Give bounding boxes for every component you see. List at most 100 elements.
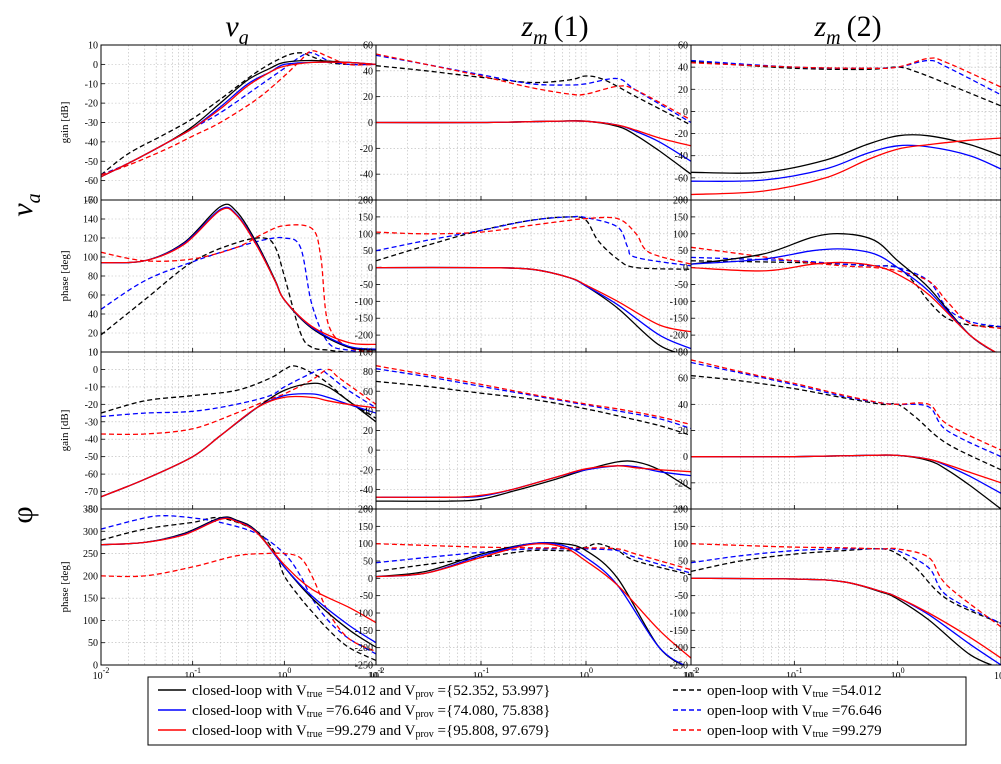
- series-line-5: [101, 61, 376, 178]
- y-tick-label: -40: [360, 485, 373, 496]
- y-tick-label: -50: [85, 157, 98, 168]
- y-tick-label: -150: [355, 314, 373, 325]
- series-group: [691, 543, 1001, 665]
- series-line-2: [691, 57, 1001, 88]
- series-group: [101, 365, 376, 498]
- series-line-0: [691, 374, 1001, 471]
- legend-mid: =99.279 and V: [322, 723, 415, 739]
- series-line-5: [691, 261, 997, 352]
- series-line-2: [376, 216, 691, 265]
- legend-mid: =99.279: [828, 723, 881, 739]
- series-line-0: [691, 548, 1001, 624]
- series-group: [101, 515, 376, 662]
- series-line-5: [376, 266, 691, 333]
- y-tick-label: 150: [83, 594, 98, 605]
- y-tick-label: -40: [85, 137, 98, 148]
- y-tick-label: 140: [83, 215, 98, 226]
- y-tick-label: 160: [83, 196, 98, 207]
- y-tick-label: 100: [83, 253, 98, 264]
- y-tick-label: -30: [85, 417, 98, 428]
- column-title-2: zm (2): [813, 10, 881, 49]
- column-title-1: zm (1): [520, 10, 588, 49]
- y-tick-label: 10: [88, 348, 98, 359]
- legend-entry-0: closed-loop with Vtrue =54.012 and Vprov…: [192, 683, 550, 700]
- y-tick-label: 0: [683, 452, 688, 463]
- series-line-5: [376, 465, 691, 499]
- legend-mid: =76.646 and V: [322, 703, 415, 719]
- legend-sub1: true: [307, 689, 323, 700]
- x-tick-exponent: 0: [901, 666, 905, 675]
- legend-text: closed-loop with V: [192, 683, 307, 699]
- y-tick-label: 60: [363, 41, 373, 52]
- y-tick-label: 20: [678, 85, 688, 96]
- series-line-2: [101, 50, 376, 176]
- y-tick-label: -20: [360, 465, 373, 476]
- y-tick-label: 0: [93, 661, 98, 672]
- y-tick-label: -250: [355, 661, 373, 672]
- y-tick-label: 40: [363, 406, 373, 417]
- legend-text: closed-loop with V: [192, 703, 307, 719]
- x-tick-exponent: -1: [483, 666, 490, 675]
- plot-frame: [690, 508, 1001, 666]
- series-line-1: [101, 515, 376, 655]
- y-tick-label: 100: [673, 539, 688, 550]
- series-line-1: [691, 548, 1001, 624]
- y-tick-label: 250: [83, 549, 98, 560]
- y-tick-label: 20: [678, 426, 688, 437]
- y-tick-label: 80: [678, 348, 688, 359]
- series-line-0: [101, 237, 376, 352]
- column-title-subscript-2: m: [826, 27, 840, 49]
- y-tick-label: -80: [85, 505, 98, 516]
- y-tick-label: 350: [83, 505, 98, 516]
- y-tick-label: 50: [88, 638, 98, 649]
- legend-text: open-loop with V: [707, 703, 813, 719]
- y-tick-label: 0: [683, 574, 688, 585]
- y-tick-label: 0: [93, 348, 98, 359]
- x-tick-exponent: -2: [693, 666, 700, 675]
- legend-entry-4: open-loop with Vtrue =76.646: [707, 703, 882, 720]
- column-title-suffix-2: (2): [847, 10, 882, 43]
- y-tick-label: 150: [358, 522, 373, 533]
- series-line-1: [101, 236, 376, 352]
- x-tick-exponent: 0: [287, 666, 291, 675]
- y-tick-label: -50: [85, 452, 98, 463]
- y-tick-label: -60: [675, 173, 688, 184]
- y-tick-label: -10: [85, 79, 98, 90]
- x-tick-exponent: 0: [589, 666, 593, 675]
- y-tick-label: 0: [368, 446, 373, 457]
- y-tick-label: 40: [88, 310, 98, 321]
- series-line-3: [691, 134, 1001, 174]
- series-line-0: [376, 65, 691, 126]
- series-line-5: [376, 543, 691, 659]
- y-tick-label: -20: [675, 478, 688, 489]
- y-tick-label: 200: [358, 196, 373, 207]
- x-tick-exponent: -2: [378, 666, 385, 675]
- y-axis-label: gain [dB]: [59, 410, 71, 452]
- series-line-5: [101, 207, 376, 346]
- column-title-subscript-1: m: [533, 27, 547, 49]
- y-tick-label: -70: [85, 196, 98, 207]
- x-tick-exponent: -1: [796, 666, 803, 675]
- plot-area: [691, 45, 1001, 200]
- legend-mid: =76.646: [828, 703, 882, 719]
- y-tick-label: 200: [673, 505, 688, 516]
- series-line-4: [691, 144, 1001, 182]
- y-tick-label: 150: [358, 212, 373, 223]
- series-line-1: [376, 368, 691, 430]
- series-group: [376, 215, 691, 352]
- legend-sub2: prov: [415, 729, 433, 740]
- legend-sub1: true: [813, 729, 829, 740]
- y-tick-label: 0: [368, 263, 373, 274]
- y-tick-label: 150: [673, 212, 688, 223]
- y-tick-label: -50: [360, 280, 373, 291]
- legend-end: ={52.352, 53.997}: [434, 683, 551, 699]
- series-group: [691, 232, 1001, 352]
- series-group: [376, 541, 691, 665]
- y-tick-label: 0: [683, 107, 688, 118]
